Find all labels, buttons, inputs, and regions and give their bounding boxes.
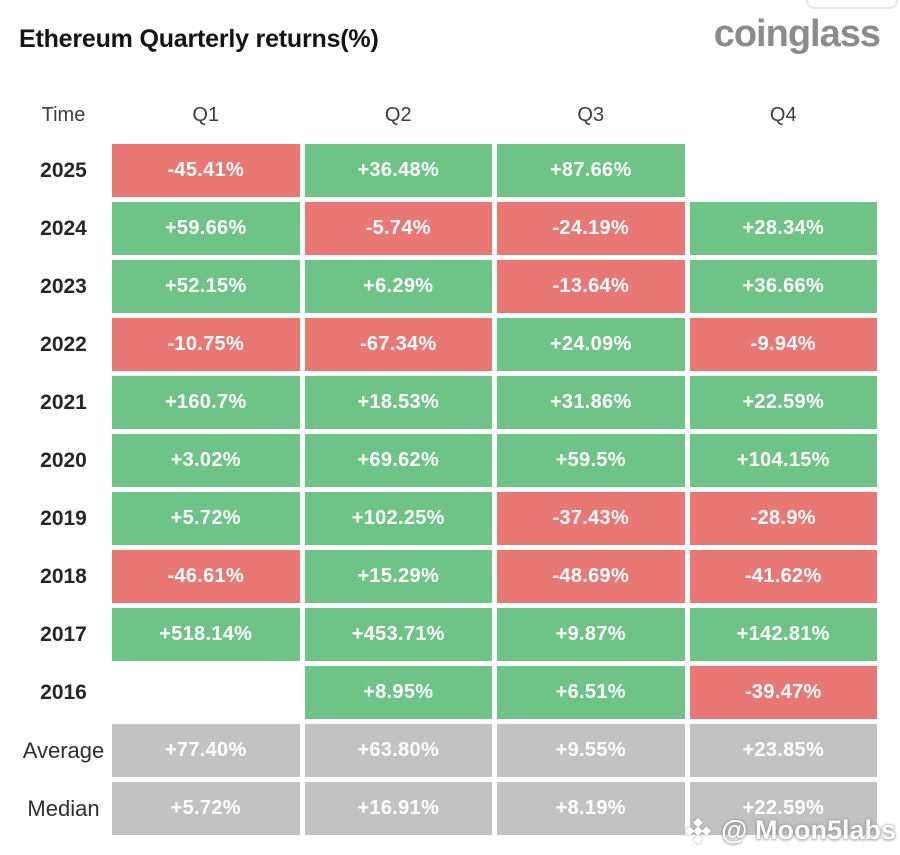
row-label-2021: 2021 (40, 390, 87, 414)
return-cell-2024-q2: -5.74% (304, 202, 492, 255)
return-cell-2016-q2: +8.95% (304, 666, 492, 719)
return-cell-2022-q4: -9.94% (689, 318, 877, 371)
return-cell-2024-q3: -24.19% (497, 202, 685, 255)
column-header-q4: Q4 (769, 104, 797, 126)
return-cell-average-q2: +63.80% (304, 724, 492, 777)
return-cell-2025-q3: +87.66% (497, 144, 685, 197)
return-cell-2022-q1: -10.75% (112, 318, 300, 371)
return-cell-2016-q4: -39.47% (689, 666, 877, 719)
return-cell-2025-q1: -45.41% (112, 144, 300, 197)
return-cell-2019-q1: +5.72% (112, 492, 300, 545)
return-cell-2022-q3: +24.09% (497, 318, 685, 371)
return-cell-2023-q1: +52.15% (112, 260, 300, 313)
row-label-2025: 2025 (40, 158, 87, 182)
return-cell-2023-q4: +36.66% (689, 260, 877, 313)
return-cell-2018-q2: +15.29% (304, 550, 492, 603)
return-cell-2017-q4: +142.81% (689, 608, 877, 661)
return-cell-2020-q3: +59.5% (497, 434, 685, 487)
return-cell-2017-q2: +453.71% (304, 608, 492, 661)
page-title: Ethereum Quarterly returns(%) (19, 25, 379, 53)
return-cell-2021-q2: +18.53% (304, 376, 492, 429)
row-label-2024: 2024 (40, 216, 87, 240)
cutoff-button[interactable] (806, 0, 898, 9)
column-header-q1: Q1 (192, 104, 220, 126)
return-cell-2016-q1 (112, 666, 300, 719)
returns-table: Time Q1 Q2 Q3 Q4 2025 -45.41% +36.48% +87.6… (0, 92, 877, 835)
return-cell-2020-q4: +104.15% (689, 434, 877, 487)
return-cell-median-q1: +5.72% (112, 782, 300, 835)
return-cell-2016-q3: +6.51% (497, 666, 685, 719)
row-label-2016: 2016 (40, 680, 87, 704)
return-cell-2023-q3: -13.64% (497, 260, 685, 313)
row-label-2020: 2020 (40, 448, 87, 472)
return-cell-2018-q1: -46.61% (112, 550, 300, 603)
return-cell-2021-q1: +160.7% (112, 376, 300, 429)
return-cell-2022-q2: -67.34% (304, 318, 492, 371)
coinglass-logo: coinglass (713, 13, 881, 55)
return-cell-2017-q1: +518.14% (112, 608, 300, 661)
return-cell-2019-q4: -28.9% (689, 492, 877, 545)
return-cell-2019-q3: -37.43% (497, 492, 685, 545)
return-cell-average-q1: +77.40% (112, 724, 300, 777)
return-cell-2023-q2: +6.29% (304, 260, 492, 313)
return-cell-2024-q1: +59.66% (112, 202, 300, 255)
row-label-median: Median (27, 795, 100, 821)
return-cell-2020-q1: +3.02% (112, 434, 300, 487)
return-cell-median-q2: +16.91% (304, 782, 492, 835)
row-label-2019: 2019 (40, 506, 87, 530)
return-cell-2020-q2: +69.62% (304, 434, 492, 487)
return-cell-2018-q3: -48.69% (497, 550, 685, 603)
return-cell-2025-q2: +36.48% (304, 144, 492, 197)
column-header-q2: Q2 (384, 104, 412, 126)
return-cell-2025-q4 (690, 144, 878, 197)
row-label-2022: 2022 (40, 332, 87, 356)
row-label-2017: 2017 (40, 622, 87, 646)
return-cell-2021-q3: +31.86% (497, 376, 685, 429)
column-header-time: Time (41, 104, 86, 126)
row-label-2018: 2018 (40, 564, 87, 588)
row-label-2023: 2023 (40, 274, 87, 298)
return-cell-average-q3: +9.55% (497, 724, 685, 777)
row-label-average: Average (22, 737, 105, 763)
return-cell-median-q4: +22.59% (689, 782, 877, 835)
return-cell-2024-q4: +28.34% (689, 202, 877, 255)
return-cell-average-q4: +23.85% (689, 724, 877, 777)
return-cell-2021-q4: +22.59% (689, 376, 877, 429)
return-cell-median-q3: +8.19% (497, 782, 685, 835)
return-cell-2018-q4: -41.62% (689, 550, 877, 603)
return-cell-2019-q2: +102.25% (304, 492, 492, 545)
column-header-q3: Q3 (577, 104, 605, 126)
return-cell-2017-q3: +9.87% (497, 608, 685, 661)
